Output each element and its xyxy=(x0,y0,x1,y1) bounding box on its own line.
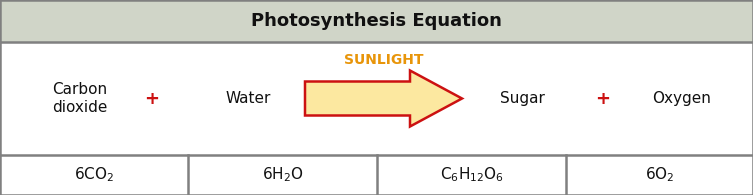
Text: Oxygen: Oxygen xyxy=(653,91,712,106)
Text: Sugar: Sugar xyxy=(499,91,544,106)
Text: Photosynthesis Equation: Photosynthesis Equation xyxy=(251,12,502,30)
Text: +: + xyxy=(145,90,160,107)
Text: $\mathregular{6H_2O}$: $\mathregular{6H_2O}$ xyxy=(261,166,303,184)
Text: $\mathregular{C_6H_{12}O_6}$: $\mathregular{C_6H_{12}O_6}$ xyxy=(440,166,504,184)
Polygon shape xyxy=(305,71,462,127)
Text: SUNLIGHT: SUNLIGHT xyxy=(344,53,423,67)
Text: Water: Water xyxy=(225,91,270,106)
Text: Carbon
dioxide: Carbon dioxide xyxy=(52,82,108,115)
Text: $\mathregular{6O_2}$: $\mathregular{6O_2}$ xyxy=(645,166,674,184)
Text: $\mathregular{6CO_2}$: $\mathregular{6CO_2}$ xyxy=(74,166,114,184)
Bar xyxy=(0,0,753,42)
Text: +: + xyxy=(596,90,611,107)
